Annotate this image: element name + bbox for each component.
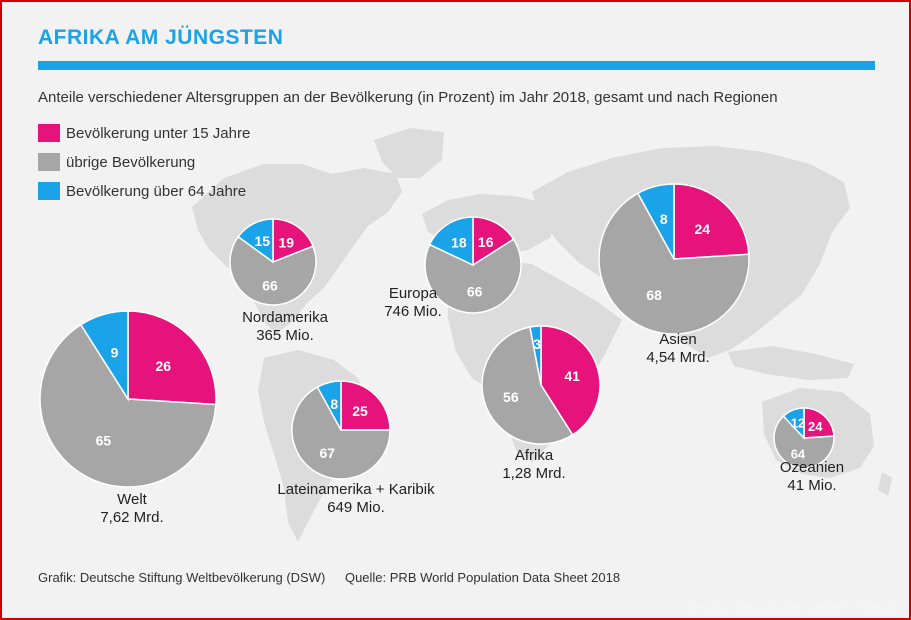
legend-swatch-under15: [38, 124, 60, 142]
slice-welt-rest: [39, 323, 217, 488]
slice-nordamerika-over64: [237, 218, 274, 264]
slice-europa-under15: [472, 216, 515, 267]
slice-ozeanien-over64: [782, 407, 805, 440]
region-name-europa: Europa: [389, 285, 438, 302]
slice-europa-over64: [428, 216, 474, 267]
legend-item-under15: Bevölkerung unter 15 Jahre: [38, 124, 250, 142]
region-population-lateinamerika-karibik: 649 Mio.: [327, 499, 385, 516]
data-label-ozeanien-rest: 64: [791, 446, 806, 461]
region-population-ozeanien: 41 Mio.: [787, 477, 836, 494]
region-name-afrika: Afrika: [515, 447, 554, 464]
region-name-asien: Asien: [659, 331, 697, 348]
watermark: Bevölkerungspyramide Interaktive Weltkar…: [687, 602, 903, 614]
region-name-lateinamerika-karibik: Lateinamerika + Karibik: [277, 481, 435, 498]
data-label-afrika-rest: 56: [503, 389, 519, 405]
data-label-ozeanien-over64: 12: [791, 416, 805, 431]
region-population-welt: 7,62 Mrd.: [100, 509, 163, 526]
data-label-asien-under15: 24: [694, 221, 710, 237]
region-name-nordamerika: Nordamerika: [242, 309, 329, 326]
legend-swatch-over64: [38, 182, 60, 200]
slice-ozeanien-rest: [773, 415, 835, 469]
data-label-afrika-over64: 3: [533, 336, 541, 352]
data-label-europa-rest: 66: [467, 283, 483, 299]
region-population-europa: 746 Mio.: [384, 303, 442, 320]
slice-lateinamerika-karibik-under15: [340, 380, 391, 431]
slice-afrika-rest: [481, 326, 574, 445]
data-label-asien-rest: 68: [646, 287, 662, 303]
region-name-welt: Welt: [117, 491, 148, 508]
legend-label-under15: Bevölkerung unter 15 Jahre: [66, 124, 251, 142]
slice-asien-under15: [673, 183, 750, 260]
legend-label-over64: Bevölkerung über 64 Jahre: [66, 182, 247, 200]
title-rule: [38, 61, 875, 70]
slice-welt-over64: [79, 310, 129, 402]
region-population-afrika: 1,28 Mrd.: [502, 465, 565, 482]
footer-source: Quelle: PRB World Population Data Sheet …: [344, 570, 621, 585]
region-population-nordamerika: 365 Mio.: [256, 327, 314, 344]
legend-item-over64: Bevölkerung über 64 Jahre: [38, 182, 246, 200]
region-name-ozeanien: Ozeanien: [780, 459, 844, 476]
slice-lateinamerika-karibik-over64: [316, 380, 342, 431]
page-title: AFRIKA AM JÜNGSTEN: [38, 26, 284, 49]
slice-nordamerika-rest: [229, 235, 317, 306]
data-label-nordamerika-over64: 15: [254, 233, 270, 249]
chart-subtitle: Anteile verschiedener Altersgruppen an d…: [38, 89, 778, 106]
data-label-europa-under15: 16: [478, 234, 494, 250]
data-label-ozeanien-under15: 24: [808, 419, 823, 434]
data-label-nordamerika-rest: 66: [262, 277, 278, 293]
data-label-welt-rest: 65: [96, 433, 112, 449]
data-label-welt-over64: 9: [111, 345, 119, 361]
slice-welt-under15: [127, 310, 217, 406]
data-label-asien-over64: 8: [660, 211, 668, 227]
slice-asien-over64: [636, 183, 675, 260]
data-label-lateinamerika-karibik-over64: 8: [330, 396, 338, 412]
map-greenland: [374, 128, 444, 178]
footer: Grafik: Deutsche Stiftung Weltbevölkerun…: [38, 570, 636, 585]
slice-ozeanien-under15: [803, 407, 835, 439]
data-label-lateinamerika-karibik-rest: 67: [319, 445, 335, 461]
data-label-europa-over64: 18: [451, 235, 467, 251]
map-new-zealand: [878, 472, 892, 496]
map-indonesia: [728, 346, 854, 380]
slice-europa-rest: [424, 238, 522, 314]
footer-credit: Grafik: Deutsche Stiftung Weltbevölkerun…: [38, 570, 326, 585]
legend-swatch-rest: [38, 153, 60, 171]
data-label-welt-under15: 26: [155, 358, 171, 374]
region-population-asien: 4,54 Mrd.: [646, 349, 709, 366]
data-label-lateinamerika-karibik-under15: 25: [352, 403, 368, 419]
slice-lateinamerika-karibik-rest: [291, 386, 391, 480]
legend-label-rest: übrige Bevölkerung: [66, 153, 196, 171]
slice-afrika-over64: [529, 325, 542, 386]
data-label-afrika-under15: 41: [564, 368, 580, 384]
data-label-nordamerika-under15: 19: [279, 234, 295, 250]
slice-asien-rest: [598, 192, 750, 335]
legend-item-rest: übrige Bevölkerung: [38, 153, 195, 171]
slice-nordamerika-under15: [272, 218, 314, 264]
